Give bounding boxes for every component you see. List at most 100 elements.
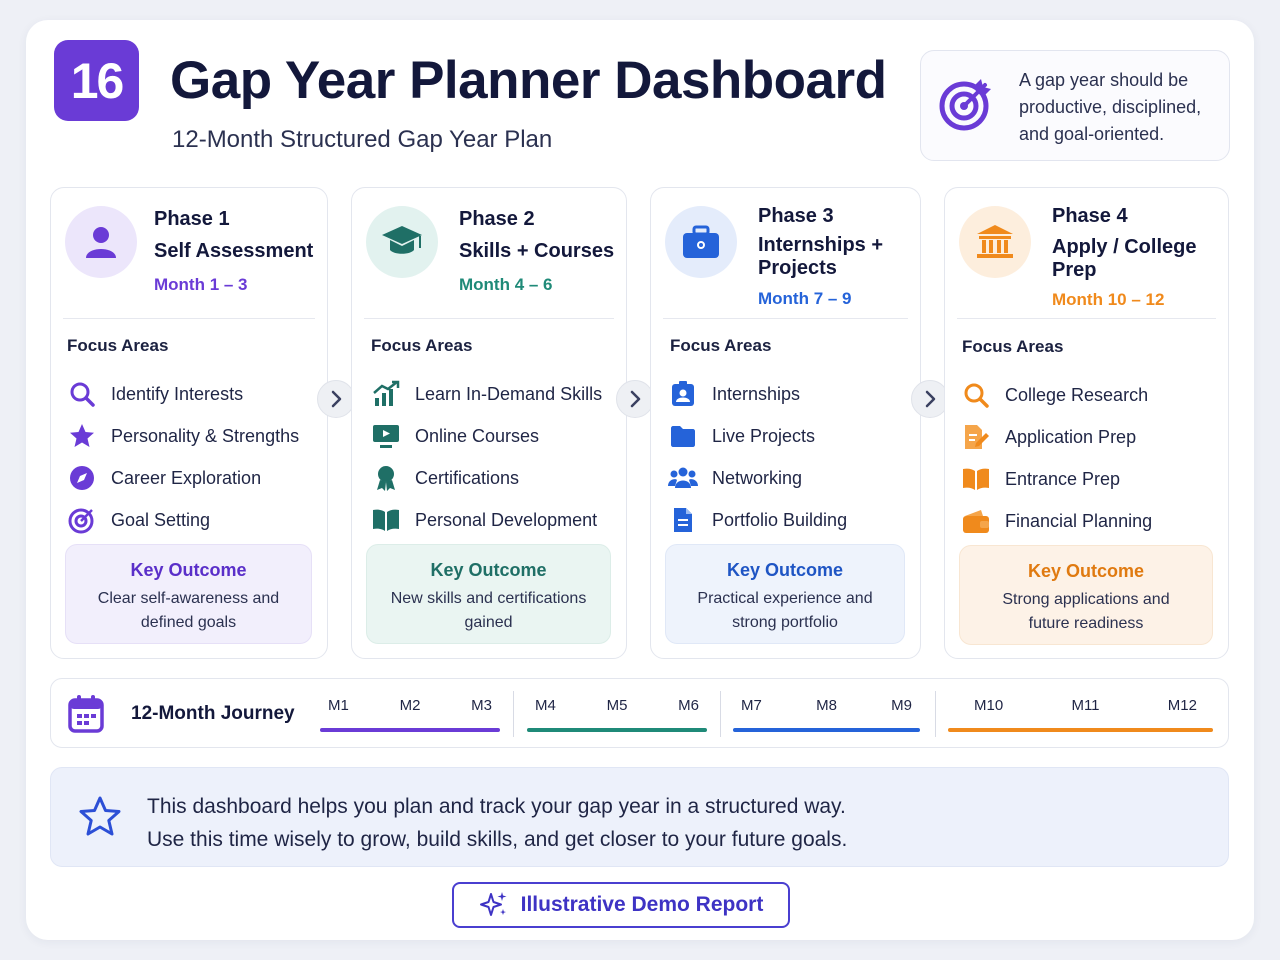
phase-months: Month 1 – 3 [154,275,248,294]
graduation-cap-icon [382,226,422,254]
focus-item-label: Certifications [415,467,520,488]
focus-item: Internships [668,373,847,415]
phase-label: Phase 1 [154,208,230,230]
quote-box: A gap year should be productive, discipl… [920,50,1230,161]
chevron-right-icon [925,390,936,408]
briefcase-icon [683,225,719,258]
key-outcome-text: Clear self-awareness and defined goals [97,590,280,631]
focus-item: Personal Development [371,499,602,541]
key-outcome-box: Key Outcome Strong applications and futu… [959,545,1213,645]
next-arrow-button[interactable] [317,380,355,418]
month-label: M3 [471,697,492,714]
key-outcome-box: Key Outcome New skills and certification… [366,544,611,644]
phase-progress-bar [527,728,707,732]
focus-item-label: Online Courses [415,425,540,446]
institution-icon [977,225,1013,258]
number-badge: 16 [54,40,139,121]
folder-icon [671,426,695,447]
focus-item: Learn In-Demand Skills [371,373,602,415]
key-outcome-text: Practical experience and strong portfoli… [697,590,873,631]
book-icon [963,468,989,490]
banner-line-1: This dashboard helps you plan and track … [147,795,846,818]
month-label: M1 [328,697,349,714]
award-icon [377,466,395,491]
month-label: M2 [399,697,421,714]
compass-icon [70,466,94,490]
quote-text: A gap year should be productive, discipl… [1019,70,1202,144]
month-label: M4 [535,697,556,714]
divider [720,691,721,737]
focus-item-label: Financial Planning [1005,510,1153,531]
phase-label: Phase 4 [1052,205,1128,227]
phase-icon-circle [959,206,1031,278]
focus-item: Financial Planning [961,500,1152,542]
phase-name: Skills + Courses [459,240,615,262]
month-label: M6 [678,697,699,714]
focus-item-label: Live Projects [712,425,816,446]
key-outcome-box: Key Outcome Practical experience and str… [665,544,905,644]
phase-progress-bar [320,728,500,732]
wallet-icon [963,510,989,533]
phase-progress-bar [948,728,1213,732]
focus-item-label: Entrance Prep [1005,468,1121,489]
journey-segment-1: M1 M2 M3 [320,697,500,732]
key-outcome-title: Key Outcome [1027,561,1145,581]
chevron-right-icon [630,390,641,408]
focus-item-label: Personality & Strengths [111,425,300,446]
phase-card-4: Phase 4 Apply / College Prep Month 10 – … [944,187,1229,659]
chevron-right-icon [331,390,342,408]
target-icon [68,508,94,534]
focus-item-label: College Research [1005,384,1149,405]
phase-icon-circle [366,206,438,278]
banner-line-2: Use this time wisely to grow, build skil… [147,828,848,851]
phase-name: Self Assessment [154,240,314,262]
page-title: Gap Year Planner Dashboard [170,51,887,110]
divider [957,318,1216,319]
phase-card-2: Phase 2 Skills + Courses Month 4 – 6 Foc… [351,187,627,659]
demo-report-label: Illustrative Demo Report [520,893,764,916]
phase-card-3: Phase 3 Internships + Projects Month 7 –… [650,187,921,659]
focus-item: Identify Interests [67,373,299,415]
focus-areas-title: Focus Areas [670,336,772,355]
phase-progress-bar [733,728,920,732]
focus-item: Networking [668,457,847,499]
month-label: M7 [741,697,762,714]
focus-item-label: Learn In-Demand Skills [415,383,603,404]
focus-item-label: Portfolio Building [712,509,848,530]
key-outcome-title: Key Outcome [130,560,247,580]
month-label: M11 [1071,697,1100,714]
journey-segment-2: M4 M5 M6 [527,697,707,732]
month-label: M10 [974,697,1004,714]
focus-item: Entrance Prep [961,458,1152,500]
phase-icon-circle [65,206,137,278]
person-icon [86,227,116,258]
id-badge-icon [672,381,694,406]
search-icon [964,383,989,408]
focus-item-label: Personal Development [415,509,598,530]
calendar-icon [68,695,104,733]
star-outline-icon [79,796,121,836]
phase-months: Month 7 – 9 [758,289,852,308]
star-icon [70,424,94,447]
key-outcome-box: Key Outcome Clear self-awareness and def… [65,544,312,644]
focus-item: Career Exploration [67,457,299,499]
info-banner: This dashboard helps you plan and track … [50,767,1229,867]
focus-item: Personality & Strengths [67,415,299,457]
month-label: M5 [606,697,628,714]
key-outcome-text: Strong applications and future readiness [1002,591,1170,632]
journey-label: 12-Month Journey [131,703,295,724]
divider [663,318,908,319]
demo-report-button[interactable]: Illustrative Demo Report [452,882,790,928]
people-icon [668,467,698,488]
focus-item: Portfolio Building [668,499,847,541]
focus-item-label: Goal Setting [111,509,211,530]
focus-item: College Research [961,374,1152,416]
divider [63,318,315,319]
focus-item: Certifications [371,457,602,499]
focus-item: Live Projects [668,415,847,457]
next-arrow-button[interactable] [616,380,654,418]
focus-item-label: Identify Interests [111,383,244,404]
monitor-icon [373,425,399,448]
phase-name: Internships + Projects [758,234,884,279]
key-outcome-title: Key Outcome [430,560,547,580]
